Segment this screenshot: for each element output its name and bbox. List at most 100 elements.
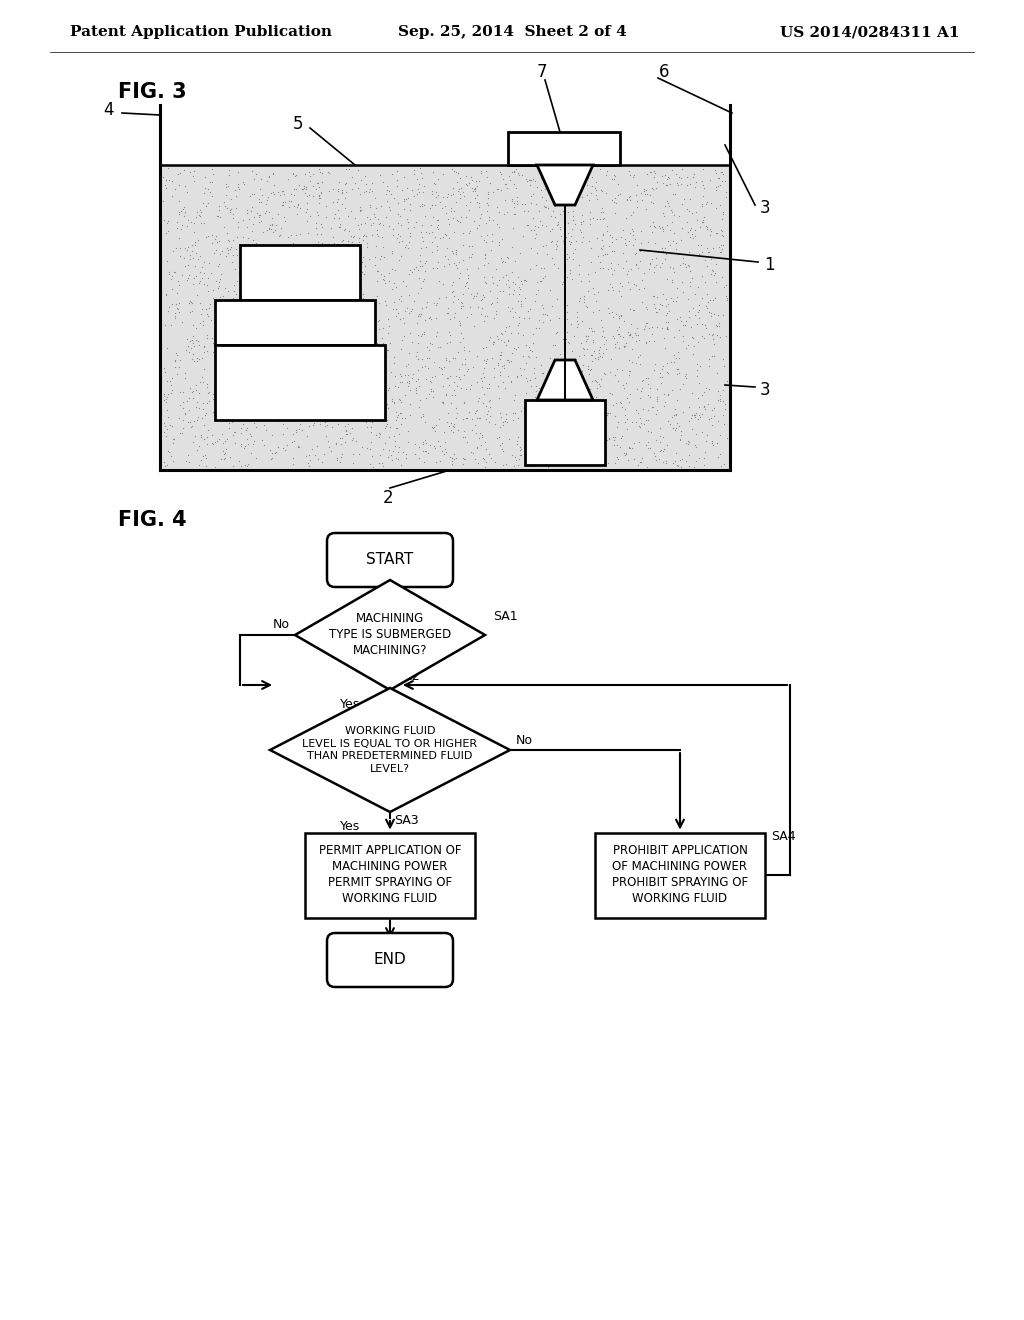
Point: [216, 356, 232, 378]
Point: [246, 393, 262, 414]
Point: [493, 416, 509, 437]
Point: [196, 414, 212, 436]
Point: [554, 231, 570, 252]
Point: [541, 408, 557, 429]
Point: [343, 201, 359, 222]
Point: [548, 392, 564, 413]
Point: [183, 235, 200, 256]
Point: [710, 176, 726, 197]
Point: [687, 219, 703, 240]
Point: [479, 305, 496, 326]
Point: [447, 384, 464, 405]
Point: [444, 243, 461, 264]
Point: [482, 447, 499, 469]
Point: [287, 166, 303, 187]
Point: [651, 449, 668, 470]
Point: [629, 318, 645, 339]
Point: [678, 338, 694, 359]
Point: [381, 215, 397, 236]
Point: [399, 364, 416, 385]
Point: [659, 383, 676, 404]
Point: [427, 451, 443, 473]
Point: [556, 248, 572, 269]
Point: [244, 183, 260, 205]
Point: [590, 281, 606, 302]
Point: [693, 170, 710, 191]
Point: [656, 438, 673, 459]
Point: [636, 277, 652, 298]
Point: [674, 272, 690, 293]
Point: [681, 430, 697, 451]
Point: [460, 264, 476, 285]
Point: [557, 333, 573, 354]
Point: [181, 293, 198, 314]
Point: [169, 363, 185, 384]
Point: [687, 226, 703, 247]
Point: [681, 174, 697, 195]
Point: [595, 434, 611, 455]
Polygon shape: [537, 360, 593, 400]
Point: [194, 268, 210, 289]
Point: [536, 387, 552, 408]
Point: [156, 190, 172, 211]
Point: [319, 430, 336, 451]
Point: [362, 395, 379, 416]
Point: [408, 380, 424, 401]
Point: [637, 180, 653, 201]
Point: [298, 288, 314, 309]
Point: [352, 214, 369, 235]
Point: [393, 285, 410, 306]
Point: [465, 286, 481, 308]
Point: [343, 294, 359, 315]
Point: [263, 263, 280, 284]
Point: [529, 454, 546, 475]
Point: [249, 306, 265, 327]
Point: [330, 360, 346, 381]
Point: [458, 166, 474, 187]
Point: [681, 201, 697, 222]
Point: [570, 290, 587, 312]
Point: [346, 385, 362, 407]
Point: [187, 256, 204, 277]
Point: [445, 252, 462, 273]
Point: [447, 162, 464, 183]
Point: [461, 173, 477, 194]
Point: [219, 310, 236, 331]
Point: [294, 392, 310, 413]
Point: [301, 281, 317, 302]
Point: [159, 388, 175, 409]
Point: [164, 185, 180, 206]
Point: [603, 252, 620, 273]
Point: [627, 273, 643, 294]
Point: [438, 302, 455, 323]
Point: [568, 160, 585, 181]
Point: [612, 226, 629, 247]
Point: [476, 350, 493, 371]
Point: [488, 428, 505, 449]
Point: [217, 246, 233, 267]
Point: [473, 434, 489, 455]
Point: [578, 404, 594, 425]
Point: [652, 363, 669, 384]
Point: [198, 298, 214, 319]
Point: [418, 441, 434, 462]
Point: [445, 280, 462, 301]
Point: [574, 337, 591, 358]
Point: [333, 358, 349, 379]
Point: [523, 455, 540, 477]
Point: [443, 158, 460, 180]
Point: [158, 284, 174, 305]
Point: [310, 185, 327, 206]
Point: [239, 417, 255, 438]
Point: [289, 261, 305, 282]
Point: [476, 255, 493, 276]
Point: [237, 346, 253, 367]
Point: [383, 449, 399, 470]
Point: [500, 269, 516, 290]
Point: [440, 253, 457, 275]
Point: [691, 294, 708, 315]
Point: [571, 440, 588, 461]
Point: [322, 388, 338, 409]
Text: 2: 2: [383, 488, 393, 507]
Point: [215, 301, 231, 322]
